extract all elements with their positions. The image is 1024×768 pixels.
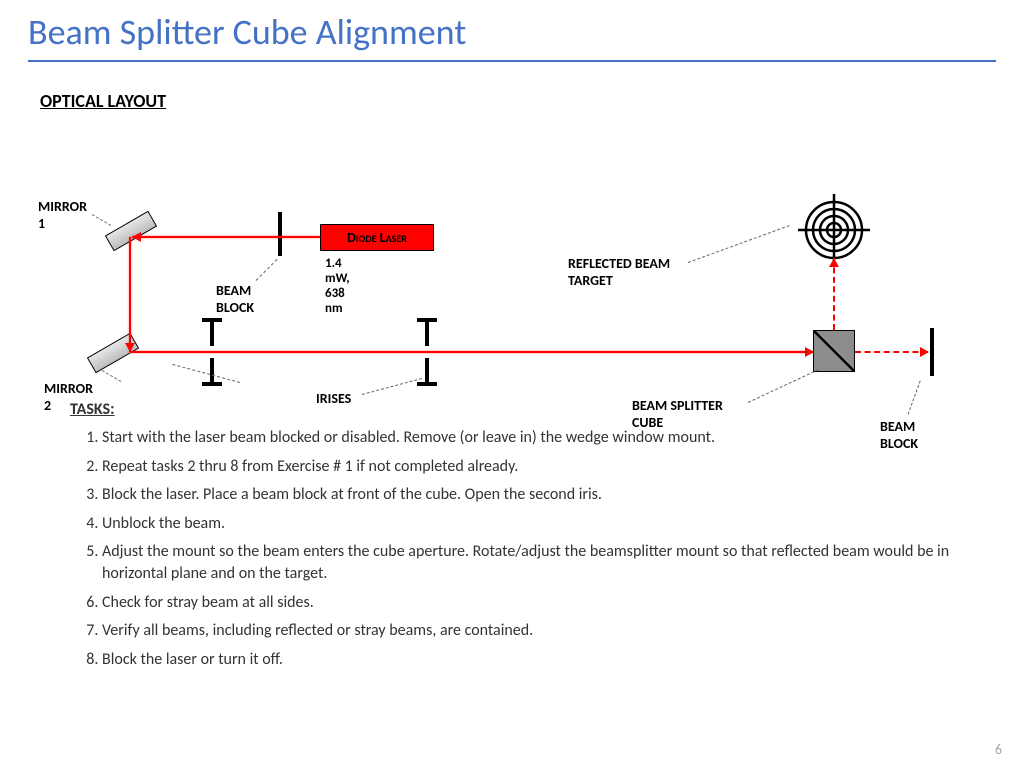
beam-cube-block: [855, 351, 928, 353]
iris-1-bottom-foot: [202, 382, 222, 386]
beam-cube-target: [833, 258, 835, 330]
task-item: Verify all beams, including reflected or…: [102, 620, 970, 642]
tasks-header: TASKS:: [70, 400, 970, 419]
iris-1-top: [210, 318, 214, 346]
iris-1-top-foot: [202, 318, 222, 322]
arrow-icon: [805, 347, 814, 357]
task-item: Unblock the beam.: [102, 513, 970, 535]
page-number: 6: [995, 741, 1002, 758]
leader-line: [102, 370, 122, 382]
beam-splitter-cube: [813, 330, 855, 372]
leader-line: [362, 378, 422, 395]
iris-2-top: [425, 318, 429, 346]
beam-block-right: [930, 328, 934, 376]
section-label: OPTICAL LAYOUT: [40, 90, 166, 112]
iris-2-top-foot: [417, 318, 437, 322]
task-item: Block the laser or turn it off.: [102, 649, 970, 671]
beam-m1-m2: [129, 237, 131, 352]
beam-block-left: [278, 212, 282, 256]
task-item: Block the laser. Place a beam block at f…: [102, 484, 970, 506]
task-item: Repeat tasks 2 thru 8 from Exercise # 1 …: [102, 456, 970, 478]
leader-line: [172, 364, 240, 383]
task-item: Adjust the mount so the beam enters the …: [102, 541, 970, 584]
task-item: Start with the laser beam blocked or dis…: [102, 427, 970, 449]
mirror-2: [87, 333, 139, 374]
tasks-section: TASKS: Start with the laser beam blocked…: [70, 400, 970, 677]
arrow-icon: [829, 258, 839, 267]
task-item: Check for stray beam at all sides.: [102, 592, 970, 614]
leader-line: [748, 369, 819, 403]
page-title: Beam Splitter Cube Alignment: [0, 0, 1024, 60]
arrow-icon: [132, 232, 141, 242]
mirror1-label: MIRROR 1: [38, 198, 87, 232]
beam-m2-cube: [130, 351, 813, 353]
diode-laser-box: Diode Laser: [320, 224, 434, 251]
leader-line: [256, 259, 278, 281]
leader-line: [92, 214, 112, 226]
beam-laser-m1: [132, 236, 320, 238]
arrow-icon: [920, 347, 929, 357]
leader-line: [688, 225, 790, 263]
title-underline: [28, 60, 996, 62]
iris-2-bottom-foot: [417, 382, 437, 386]
laser-spec-label: 1.4 mW, 638 nm: [325, 256, 350, 316]
beam-block-left-label: BEAM BLOCK: [216, 282, 254, 316]
tasks-list: Start with the laser beam blocked or dis…: [70, 427, 970, 670]
mirror-1: [105, 211, 157, 252]
reflected-target-label: REFLECTED BEAM TARGET: [568, 256, 688, 290]
